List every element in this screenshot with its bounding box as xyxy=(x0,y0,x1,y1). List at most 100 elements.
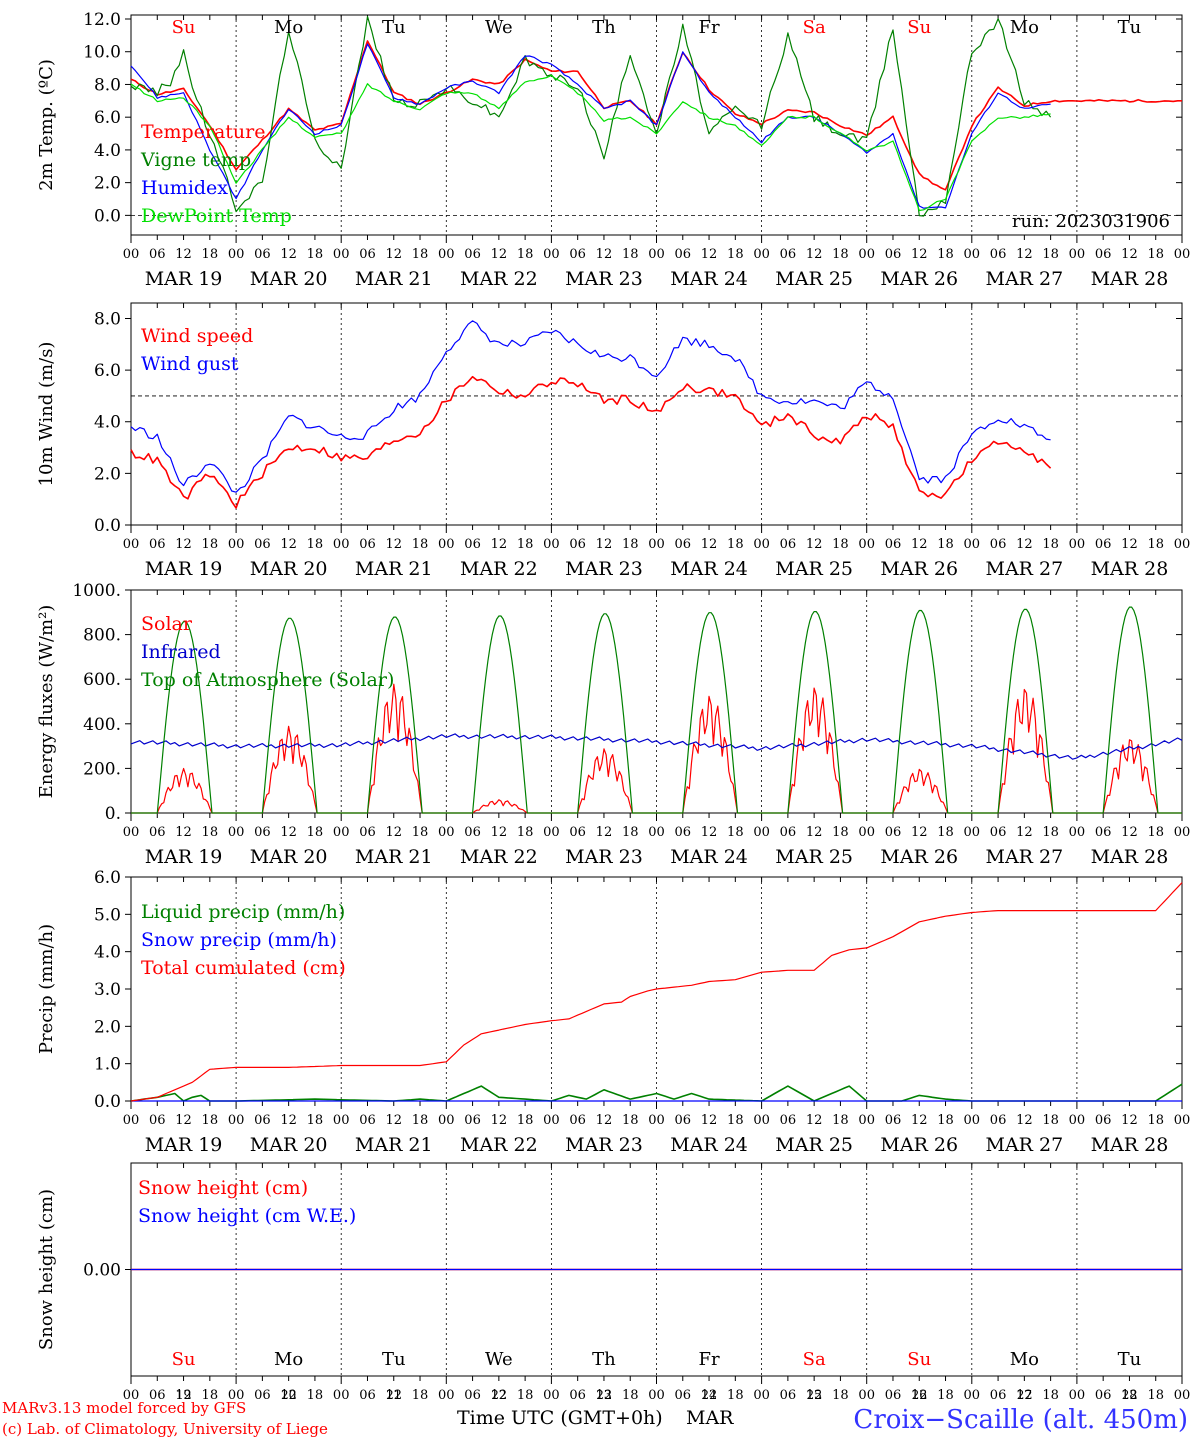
hour-tick-label: 12 xyxy=(385,1388,402,1403)
series-line-1 xyxy=(130,16,1052,217)
weekday-label: Tu xyxy=(1118,1349,1142,1370)
hour-tick-label: 00 xyxy=(228,247,245,262)
hour-tick-label: 12 xyxy=(701,247,718,262)
hour-tick-label: 06 xyxy=(464,825,481,840)
date-label: MAR 25 xyxy=(775,268,853,290)
y-axis-label: Energy fluxes (W/m²) xyxy=(36,605,57,799)
series-line-2 xyxy=(131,606,1182,814)
date-label: MAR 24 xyxy=(670,558,748,580)
date-label: MAR 26 xyxy=(880,558,958,580)
legend-entry: Wind gust xyxy=(141,353,239,375)
hour-tick-label: 12 xyxy=(280,537,297,552)
date-label: MAR 27 xyxy=(985,846,1063,868)
date-label: MAR 19 xyxy=(145,558,223,580)
hour-tick-label: 18 xyxy=(622,537,639,552)
hour-tick-label: 00 xyxy=(1174,1388,1191,1403)
hour-tick-label: 06 xyxy=(1095,247,1112,262)
y-tick-label: 2.0 xyxy=(94,174,121,194)
date-label: MAR 20 xyxy=(250,558,328,580)
hour-tick-label: 12 xyxy=(1121,1113,1138,1128)
date-label: MAR 26 xyxy=(880,268,958,290)
hour-tick-label: 18 xyxy=(832,825,849,840)
hour-tick-label: 18 xyxy=(1147,1388,1164,1403)
weekday-label: We xyxy=(485,1349,513,1370)
hour-tick-label: 18 xyxy=(202,1113,219,1128)
weekday-label: Mo xyxy=(1010,17,1039,38)
hour-tick-label: 12 xyxy=(806,1113,823,1128)
weekday-label: Tu xyxy=(382,17,406,38)
weekday-label: Fr xyxy=(699,17,720,38)
hour-tick-label: 06 xyxy=(464,1113,481,1128)
y-tick-label: 6.0 xyxy=(94,361,121,381)
hour-tick-label: 12 xyxy=(806,1388,823,1403)
date-label: MAR 20 xyxy=(250,1134,328,1156)
hour-tick-label: 00 xyxy=(858,1113,875,1128)
hour-tick-label: 00 xyxy=(543,1388,560,1403)
hour-tick-label: 00 xyxy=(543,825,560,840)
hour-tick-label: 12 xyxy=(596,247,613,262)
date-label: MAR 22 xyxy=(460,558,538,580)
y-tick-label: 5.0 xyxy=(94,905,121,925)
hour-tick-label: 06 xyxy=(149,1388,166,1403)
hour-tick-label: 18 xyxy=(1147,1113,1164,1128)
hour-tick-label: 00 xyxy=(1069,1113,1086,1128)
hour-tick-label: 18 xyxy=(517,537,534,552)
date-label: MAR 22 xyxy=(460,1134,538,1156)
hour-tick-label: 18 xyxy=(517,1388,534,1403)
hour-tick-label: 00 xyxy=(1069,537,1086,552)
hour-tick-label: 06 xyxy=(254,537,271,552)
legend-entry: Infrared xyxy=(141,641,221,663)
weekday-label: Mo xyxy=(1010,1349,1039,1370)
hour-tick-label: 12 xyxy=(280,825,297,840)
hour-tick-label: 00 xyxy=(123,825,140,840)
hour-tick-label: 12 xyxy=(701,825,718,840)
y-tick-label: 12.0 xyxy=(83,10,121,30)
date-label: MAR 28 xyxy=(1091,268,1169,290)
hour-tick-label: 00 xyxy=(333,247,350,262)
hour-tick-label: 06 xyxy=(990,1388,1007,1403)
x-axis: 00 06 12 18 00 06 12 18 00 06 12 18 00 06 12 18 00 06 12 18… xyxy=(123,247,1191,290)
date-label: MAR 24 xyxy=(670,268,748,290)
x-axis: 00 06 12 18 00 06 12 18 00 06 12 18 00 06 12 18 00 06 12 18… xyxy=(123,1388,1191,1403)
hour-tick-label: 00 xyxy=(333,825,350,840)
hour-tick-label: 00 xyxy=(333,1113,350,1128)
date-label: MAR 23 xyxy=(565,268,643,290)
hour-tick-label: 00 xyxy=(964,825,981,840)
model-credit: MARv3.13 model forced by GFS xyxy=(2,1399,246,1417)
hour-tick-label: 12 xyxy=(1016,537,1033,552)
hour-tick-label: 00 xyxy=(753,1113,770,1128)
date-label: MAR 25 xyxy=(775,558,853,580)
hour-tick-label: 00 xyxy=(438,537,455,552)
hour-tick-label: 06 xyxy=(675,825,692,840)
y-tick-label: 1.0 xyxy=(94,1055,121,1075)
date-label: MAR 24 xyxy=(670,846,748,868)
hour-tick-label: 12 xyxy=(280,1388,297,1403)
hour-tick-label: 18 xyxy=(1042,247,1059,262)
hour-tick-label: 12 xyxy=(491,1113,508,1128)
hour-tick-label: 00 xyxy=(543,537,560,552)
hour-tick-label: 06 xyxy=(885,537,902,552)
y-axis-label: 2m Temp. (ºC) xyxy=(36,59,57,191)
hour-tick-label: 06 xyxy=(675,537,692,552)
hour-tick-label: 12 xyxy=(596,1388,613,1403)
date-label: MAR 23 xyxy=(565,558,643,580)
hour-tick-label: 18 xyxy=(1042,1388,1059,1403)
hour-tick-label: 18 xyxy=(937,537,954,552)
hour-tick-label: 00 xyxy=(964,537,981,552)
hour-tick-label: 06 xyxy=(675,247,692,262)
series-line-1 xyxy=(130,733,1183,760)
series-line-0 xyxy=(130,375,1052,509)
hour-tick-label: 00 xyxy=(964,1113,981,1128)
date-label: MAR 22 xyxy=(460,268,538,290)
day-number-label: 20 xyxy=(281,1388,296,1402)
y-tick-label: 2.0 xyxy=(94,464,121,484)
hour-tick-label: 06 xyxy=(359,825,376,840)
date-label: MAR 21 xyxy=(355,558,433,580)
y-tick-label: 8.0 xyxy=(94,75,121,95)
hour-tick-label: 00 xyxy=(648,247,665,262)
day-number-label: 21 xyxy=(386,1388,401,1402)
legend-entry: DewPoint Temp xyxy=(141,205,292,227)
hour-tick-label: 12 xyxy=(491,1388,508,1403)
date-label: MAR 27 xyxy=(985,1134,1063,1156)
